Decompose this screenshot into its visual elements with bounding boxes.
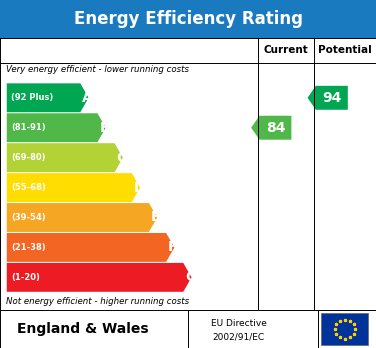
Polygon shape xyxy=(7,173,140,202)
Text: B: B xyxy=(99,121,110,135)
Text: (1-20): (1-20) xyxy=(11,273,40,282)
Text: (92 Plus): (92 Plus) xyxy=(11,93,53,102)
Text: D: D xyxy=(134,181,145,195)
Polygon shape xyxy=(7,113,106,142)
Text: (21-38): (21-38) xyxy=(11,243,46,252)
Polygon shape xyxy=(7,233,174,262)
Text: Not energy efficient - higher running costs: Not energy efficient - higher running co… xyxy=(6,297,189,306)
Polygon shape xyxy=(251,116,291,140)
Polygon shape xyxy=(7,263,191,292)
Bar xyxy=(0,310,376,348)
Text: C: C xyxy=(117,151,127,165)
Text: 94: 94 xyxy=(322,91,341,105)
Bar xyxy=(0,0,376,38)
Text: G: G xyxy=(185,270,197,284)
Text: (81-91): (81-91) xyxy=(11,123,46,132)
Polygon shape xyxy=(7,84,89,112)
Polygon shape xyxy=(7,143,123,172)
Text: (39-54): (39-54) xyxy=(11,213,46,222)
Text: Energy Efficiency Rating: Energy Efficiency Rating xyxy=(73,10,303,28)
Text: A: A xyxy=(82,91,93,105)
Text: F: F xyxy=(168,240,177,254)
Text: 2002/91/EC: 2002/91/EC xyxy=(213,333,265,342)
Text: E: E xyxy=(151,211,160,224)
Text: Very energy efficient - lower running costs: Very energy efficient - lower running co… xyxy=(6,65,189,74)
Polygon shape xyxy=(7,203,157,232)
Text: (69-80): (69-80) xyxy=(11,153,46,162)
Text: (55-68): (55-68) xyxy=(11,183,46,192)
Polygon shape xyxy=(308,86,348,110)
Text: 84: 84 xyxy=(266,121,285,135)
Text: EU Directive: EU Directive xyxy=(211,319,267,328)
Text: Current: Current xyxy=(263,45,308,55)
Bar xyxy=(321,314,368,345)
Text: Potential: Potential xyxy=(318,45,372,55)
Text: England & Wales: England & Wales xyxy=(17,322,149,336)
